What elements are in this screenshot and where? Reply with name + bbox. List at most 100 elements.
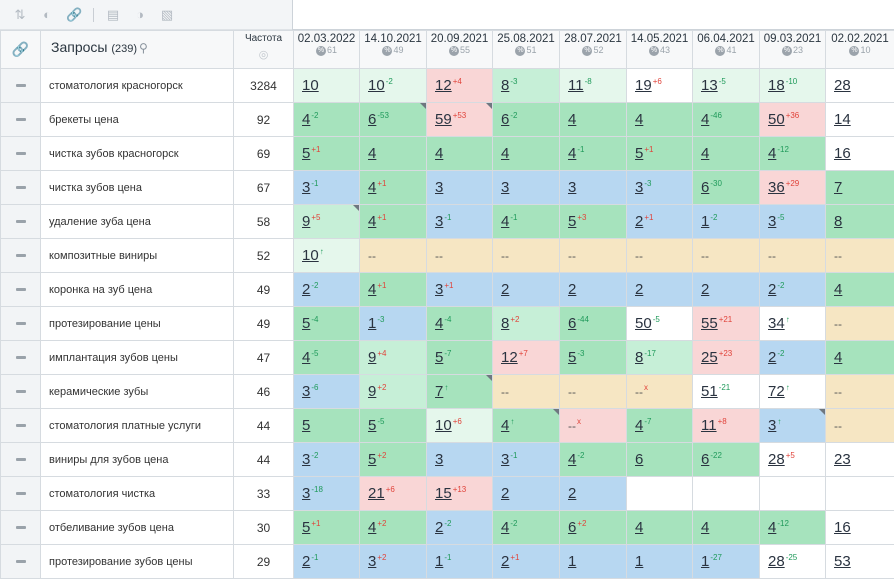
- position-value[interactable]: 2: [501, 485, 510, 502]
- position-value[interactable]: 4: [368, 519, 377, 536]
- queries-column-header[interactable]: Запросы (239) ⚲: [40, 30, 234, 69]
- position-value[interactable]: 5: [302, 315, 311, 332]
- minus-icon[interactable]: [15, 287, 26, 291]
- position-value[interactable]: 10: [302, 77, 319, 94]
- toggle-icon[interactable]: ◐: [43, 7, 51, 22]
- minus-icon[interactable]: [15, 83, 26, 87]
- contrast-icon[interactable]: ◑: [136, 7, 144, 22]
- sort-icon[interactable]: ⇅: [14, 7, 26, 22]
- position-value[interactable]: 12: [501, 349, 518, 366]
- position-value[interactable]: 3: [302, 179, 311, 196]
- position-value[interactable]: 4: [701, 145, 710, 162]
- position-value[interactable]: 11: [568, 77, 584, 94]
- position-value[interactable]: 4: [302, 111, 311, 128]
- percent-icon[interactable]: %: [849, 45, 860, 56]
- position-value[interactable]: 4: [302, 349, 311, 366]
- position-value[interactable]: 4: [368, 145, 377, 162]
- position-value[interactable]: 4: [768, 519, 777, 536]
- position-value[interactable]: 3: [302, 383, 311, 400]
- date-column-header[interactable]: 20.09.2021% 55: [426, 30, 493, 69]
- position-value[interactable]: 3: [302, 485, 311, 502]
- position-value[interactable]: 3: [435, 179, 444, 196]
- minus-icon[interactable]: [15, 525, 26, 529]
- position-value[interactable]: 9: [302, 213, 311, 230]
- position-value[interactable]: 4: [635, 519, 644, 536]
- position-value[interactable]: 5: [568, 349, 577, 366]
- position-value[interactable]: 50: [635, 315, 652, 332]
- position-value[interactable]: 72: [768, 383, 785, 400]
- position-value[interactable]: 3: [501, 179, 510, 196]
- date-column-header[interactable]: 25.08.2021% 51: [492, 30, 560, 69]
- minus-icon[interactable]: [15, 151, 26, 155]
- minus-icon[interactable]: [15, 117, 26, 121]
- position-value[interactable]: 21: [368, 485, 385, 502]
- date-column-header[interactable]: 14.10.2021% 49: [359, 30, 427, 69]
- frequency-column-header[interactable]: Частота ◎: [233, 30, 294, 69]
- position-value[interactable]: 2: [302, 553, 311, 570]
- minus-icon[interactable]: [15, 423, 26, 427]
- position-value[interactable]: 4: [568, 111, 577, 128]
- position-value[interactable]: 8: [834, 213, 843, 230]
- position-value[interactable]: 7: [834, 179, 843, 196]
- position-value[interactable]: 5: [568, 213, 577, 230]
- position-value[interactable]: 6: [568, 519, 577, 536]
- position-value[interactable]: 4: [501, 519, 510, 536]
- export-icon[interactable]: ▤: [106, 7, 120, 22]
- position-value[interactable]: 3: [302, 451, 311, 468]
- position-value[interactable]: 36: [768, 179, 785, 196]
- position-value[interactable]: 1: [701, 213, 710, 230]
- link-icon[interactable]: 🔗: [66, 7, 83, 22]
- date-column-header[interactable]: 14.05.2021% 43: [626, 30, 693, 69]
- position-value[interactable]: 6: [568, 315, 577, 332]
- position-value[interactable]: 4: [834, 349, 843, 366]
- minus-icon[interactable]: [15, 457, 26, 461]
- position-value[interactable]: 2: [635, 213, 644, 230]
- position-value[interactable]: 4: [635, 111, 644, 128]
- position-value[interactable]: 5: [435, 349, 444, 366]
- minus-icon[interactable]: [15, 355, 26, 359]
- position-value[interactable]: 23: [834, 451, 851, 468]
- position-value[interactable]: 50: [768, 111, 785, 128]
- position-value[interactable]: 28: [768, 553, 785, 570]
- position-value[interactable]: 4: [701, 111, 710, 128]
- position-value[interactable]: 1: [368, 315, 377, 332]
- position-value[interactable]: 55: [701, 315, 718, 332]
- position-value[interactable]: 5: [302, 145, 311, 162]
- position-value[interactable]: 51: [701, 383, 718, 400]
- position-value[interactable]: 2: [302, 281, 311, 298]
- minus-icon[interactable]: [15, 321, 26, 325]
- position-value[interactable]: 1: [568, 553, 577, 570]
- position-value[interactable]: 7: [435, 383, 444, 400]
- position-value[interactable]: 1: [635, 553, 644, 570]
- position-value[interactable]: 2: [568, 485, 577, 502]
- position-value[interactable]: 59: [435, 111, 452, 128]
- position-value[interactable]: 4: [834, 281, 843, 298]
- link-column-header[interactable]: 🔗: [0, 30, 41, 69]
- percent-icon[interactable]: %: [648, 45, 659, 56]
- percent-icon[interactable]: %: [448, 45, 459, 56]
- position-value[interactable]: 1: [701, 553, 710, 570]
- position-value[interactable]: 10: [435, 417, 452, 434]
- position-value[interactable]: 3: [501, 451, 510, 468]
- position-value[interactable]: 9: [368, 349, 377, 366]
- position-value[interactable]: 53: [834, 553, 851, 570]
- position-value[interactable]: 6: [701, 179, 710, 196]
- position-value[interactable]: 4: [435, 315, 444, 332]
- position-value[interactable]: 4: [368, 281, 377, 298]
- minus-icon[interactable]: [15, 491, 26, 495]
- minus-icon[interactable]: [15, 559, 26, 563]
- position-value[interactable]: 15: [435, 485, 452, 502]
- position-value[interactable]: 6: [501, 111, 510, 128]
- percent-icon[interactable]: %: [315, 45, 326, 56]
- position-value[interactable]: 3: [435, 281, 444, 298]
- position-value[interactable]: 16: [834, 145, 851, 162]
- position-value[interactable]: 3: [368, 553, 377, 570]
- position-value[interactable]: 18: [768, 77, 785, 94]
- position-value[interactable]: 5: [302, 417, 311, 434]
- percent-icon[interactable]: %: [715, 45, 726, 56]
- position-value[interactable]: 3: [768, 213, 777, 230]
- image-icon[interactable]: ▧: [160, 7, 174, 22]
- position-value[interactable]: 13: [701, 77, 718, 94]
- position-value[interactable]: 4: [501, 417, 510, 434]
- position-value[interactable]: 3: [435, 213, 444, 230]
